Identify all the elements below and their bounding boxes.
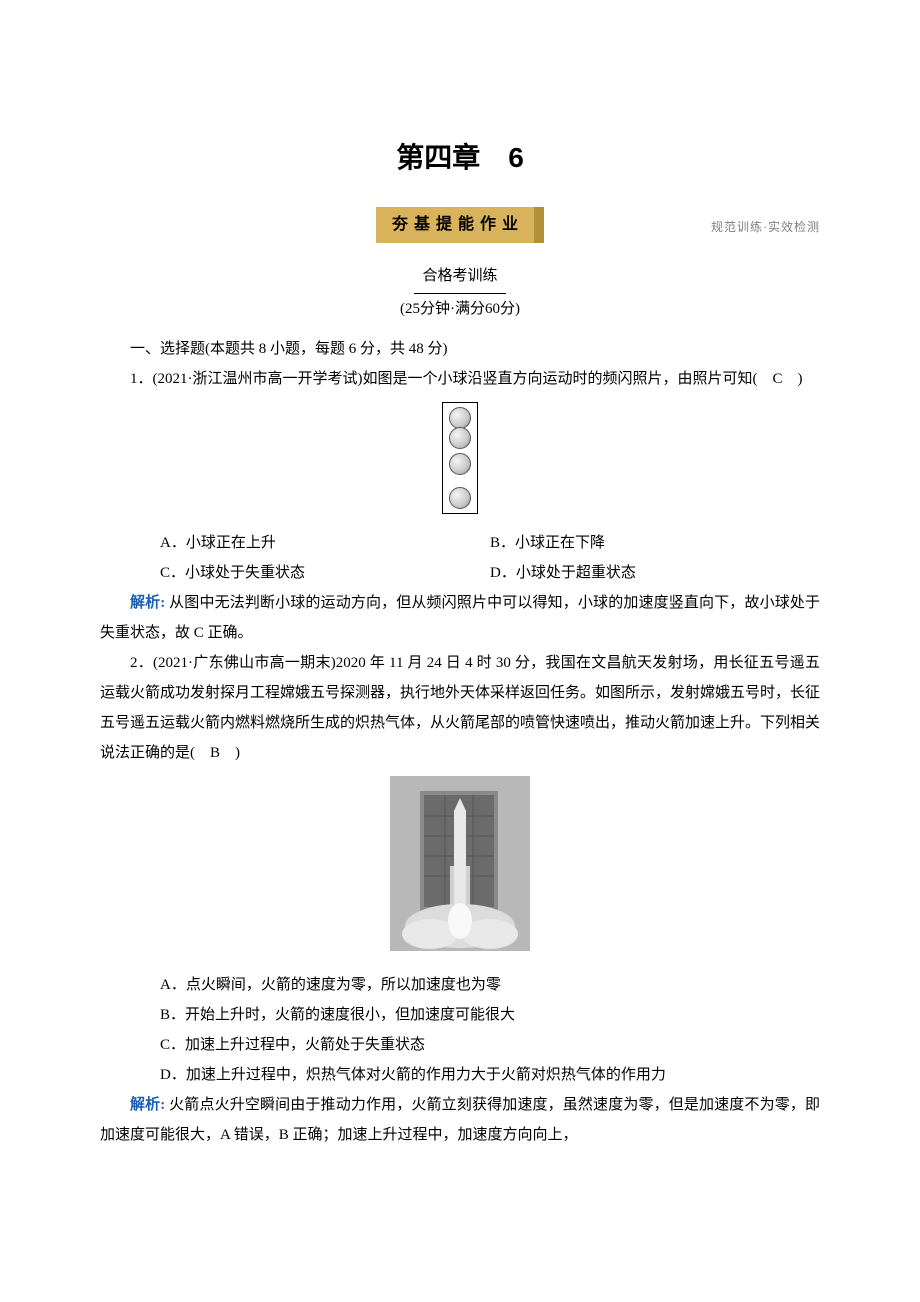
q1-stem: 1．(2021·浙江温州市高一开学考试)如图是一个小球沿竖直方向运动时的频闪照片… <box>100 364 820 394</box>
exam-label-text: 合格考训练 <box>414 261 505 294</box>
exam-label: 合格考训练 <box>100 261 820 294</box>
ball-icon <box>449 453 471 475</box>
analysis-label: 解析: <box>130 1097 165 1113</box>
q1-option-d: D．小球处于超重状态 <box>490 558 820 588</box>
q1-analysis-text: 从图中无法判断小球的运动方向，但从频闪照片中可以得知，小球的加速度竖直向下，故小… <box>100 595 820 641</box>
q1-analysis: 解析: 从图中无法判断小球的运动方向，但从频闪照片中可以得知，小球的加速度竖直向… <box>100 588 820 648</box>
q2-option-c: C．加速上升过程中，火箭处于失重状态 <box>160 1030 820 1060</box>
banner-tail: 规范训练·实效检测 <box>711 215 820 239</box>
banner-row: 夯基提能作业 规范训练·实效检测 <box>100 211 820 239</box>
q1-figure-box <box>442 402 478 514</box>
q2-figure <box>100 776 820 962</box>
ball-icon <box>449 407 471 429</box>
ball-icon <box>449 487 471 509</box>
q1-option-c: C．小球处于失重状态 <box>160 558 490 588</box>
q2-option-d: D．加速上升过程中，炽热气体对火箭的作用力大于火箭对炽热气体的作用力 <box>160 1060 820 1090</box>
q1-figure <box>100 402 820 520</box>
section-heading-1: 一、选择题(本题共 8 小题，每题 6 分，共 48 分) <box>100 334 820 364</box>
q2-stem: 2．(2021·广东佛山市高一期末)2020 年 11 月 24 日 4 时 3… <box>100 648 820 768</box>
rocket-launch-image <box>390 776 530 951</box>
q2-analysis-text: 火箭点火升空瞬间由于推动力作用，火箭立刻获得加速度，虽然速度为零，但是加速度不为… <box>100 1097 820 1143</box>
q2-option-b: B．开始上升时，火箭的速度很小，但加速度可能很大 <box>160 1000 820 1030</box>
exam-sub: (25分钟·满分60分) <box>100 294 820 324</box>
ball-icon <box>449 427 471 449</box>
analysis-label: 解析: <box>130 595 165 611</box>
q2-options: A．点火瞬间，火箭的速度为零，所以加速度也为零 B．开始上升时，火箭的速度很小，… <box>100 970 820 1090</box>
q1-options: A．小球正在上升 B．小球正在下降 C．小球处于失重状态 D．小球处于超重状态 <box>100 528 820 588</box>
chapter-title: 第四章 6 <box>100 130 820 186</box>
q2-option-a: A．点火瞬间，火箭的速度为零，所以加速度也为零 <box>160 970 820 1000</box>
q2-analysis: 解析: 火箭点火升空瞬间由于推动力作用，火箭立刻获得加速度，虽然速度为零，但是加… <box>100 1090 820 1150</box>
q1-option-a: A．小球正在上升 <box>160 528 490 558</box>
q1-option-b: B．小球正在下降 <box>490 528 820 558</box>
section-banner: 夯基提能作业 <box>376 207 544 243</box>
